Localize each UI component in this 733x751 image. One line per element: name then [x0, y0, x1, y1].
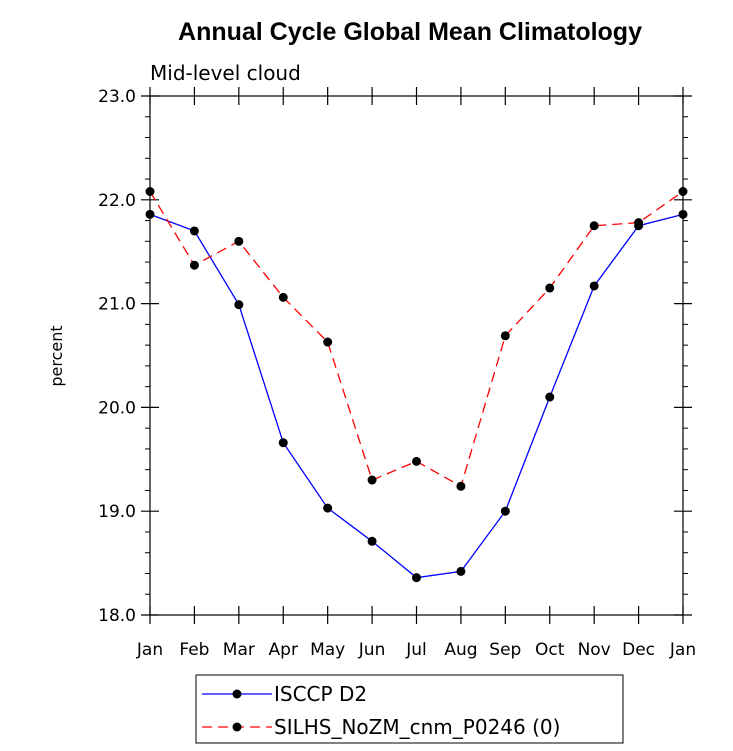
series-1-point	[367, 475, 377, 485]
series-1-point	[189, 260, 199, 270]
x-tick-label: Nov	[578, 640, 611, 660]
x-tick-label: Oct	[535, 640, 565, 660]
series-0-point	[189, 226, 199, 236]
series-0-point	[456, 566, 466, 576]
legend: ISCCP D2 SILHS_NoZM_cnm_P0246 (0)	[202, 682, 560, 739]
series-1-point	[589, 221, 599, 231]
y-axis-label: percent	[47, 325, 66, 386]
series-1-point	[634, 218, 644, 228]
x-tick-label: Jul	[405, 640, 427, 660]
plot-frame	[149, 95, 684, 616]
legend-label-1: SILHS_NoZM_cnm_P0246 (0)	[274, 715, 560, 739]
y-tick-label: 19.0	[98, 502, 136, 522]
series-0-point	[278, 438, 288, 448]
series-1-point	[412, 456, 421, 466]
x-tick-label: May	[310, 640, 345, 660]
legend-marker-0	[232, 689, 242, 699]
series-0-point	[412, 573, 421, 583]
y-tick-label: 20.0	[98, 398, 136, 418]
y-tick-label: 21.0	[98, 295, 136, 315]
series-line-1	[149, 190, 684, 488]
series-line-0	[149, 213, 684, 579]
legend-box	[195, 674, 624, 744]
series-0-point	[545, 392, 555, 402]
series-1-point	[545, 283, 555, 293]
series-1-point	[323, 337, 333, 347]
y-tick-labels: 18.0 19.0 20.0 21.0 22.0 23.0	[98, 87, 136, 626]
series-0-point	[367, 536, 377, 546]
x-tick-label: Dec	[622, 640, 655, 660]
y-tick-label: 23.0	[98, 87, 136, 107]
x-tick-label: Mar	[223, 640, 255, 660]
x-tick-labels: Jan Feb Mar Apr May Jun Jul Aug Sep Oct Nov Dec Jan	[136, 640, 696, 660]
chart-subtitle: Mid-level cloud	[150, 61, 301, 85]
series-1-point	[678, 186, 688, 196]
x-tick-label: Jan	[136, 640, 163, 660]
x-tick-label: Jan	[669, 640, 696, 660]
x-tick-label: Feb	[179, 640, 209, 660]
y-tick-label: 22.0	[98, 191, 136, 211]
series-0-point	[145, 209, 155, 219]
legend-label-0: ISCCP D2	[274, 682, 367, 706]
series-0-point	[500, 506, 510, 516]
series-group	[145, 186, 688, 583]
x-tick-label: Jun	[358, 640, 386, 660]
series-1-point	[278, 292, 288, 302]
x-tick-label: Aug	[444, 640, 477, 660]
series-1-point	[145, 186, 155, 196]
y-tick-label: 18.0	[98, 606, 136, 626]
series-1-point	[234, 236, 244, 246]
axis-ticks	[141, 87, 692, 624]
series-0-point	[678, 209, 688, 219]
x-tick-label: Apr	[269, 640, 298, 660]
chart-title: Annual Cycle Global Mean Climatology	[178, 18, 642, 46]
series-1-point	[456, 481, 466, 491]
series-1-point	[500, 331, 510, 341]
legend-marker-1	[232, 722, 242, 732]
series-0-point	[234, 300, 244, 310]
series-0-point	[589, 281, 599, 291]
x-tick-label: Sep	[489, 640, 521, 660]
series-0-point	[323, 503, 333, 513]
